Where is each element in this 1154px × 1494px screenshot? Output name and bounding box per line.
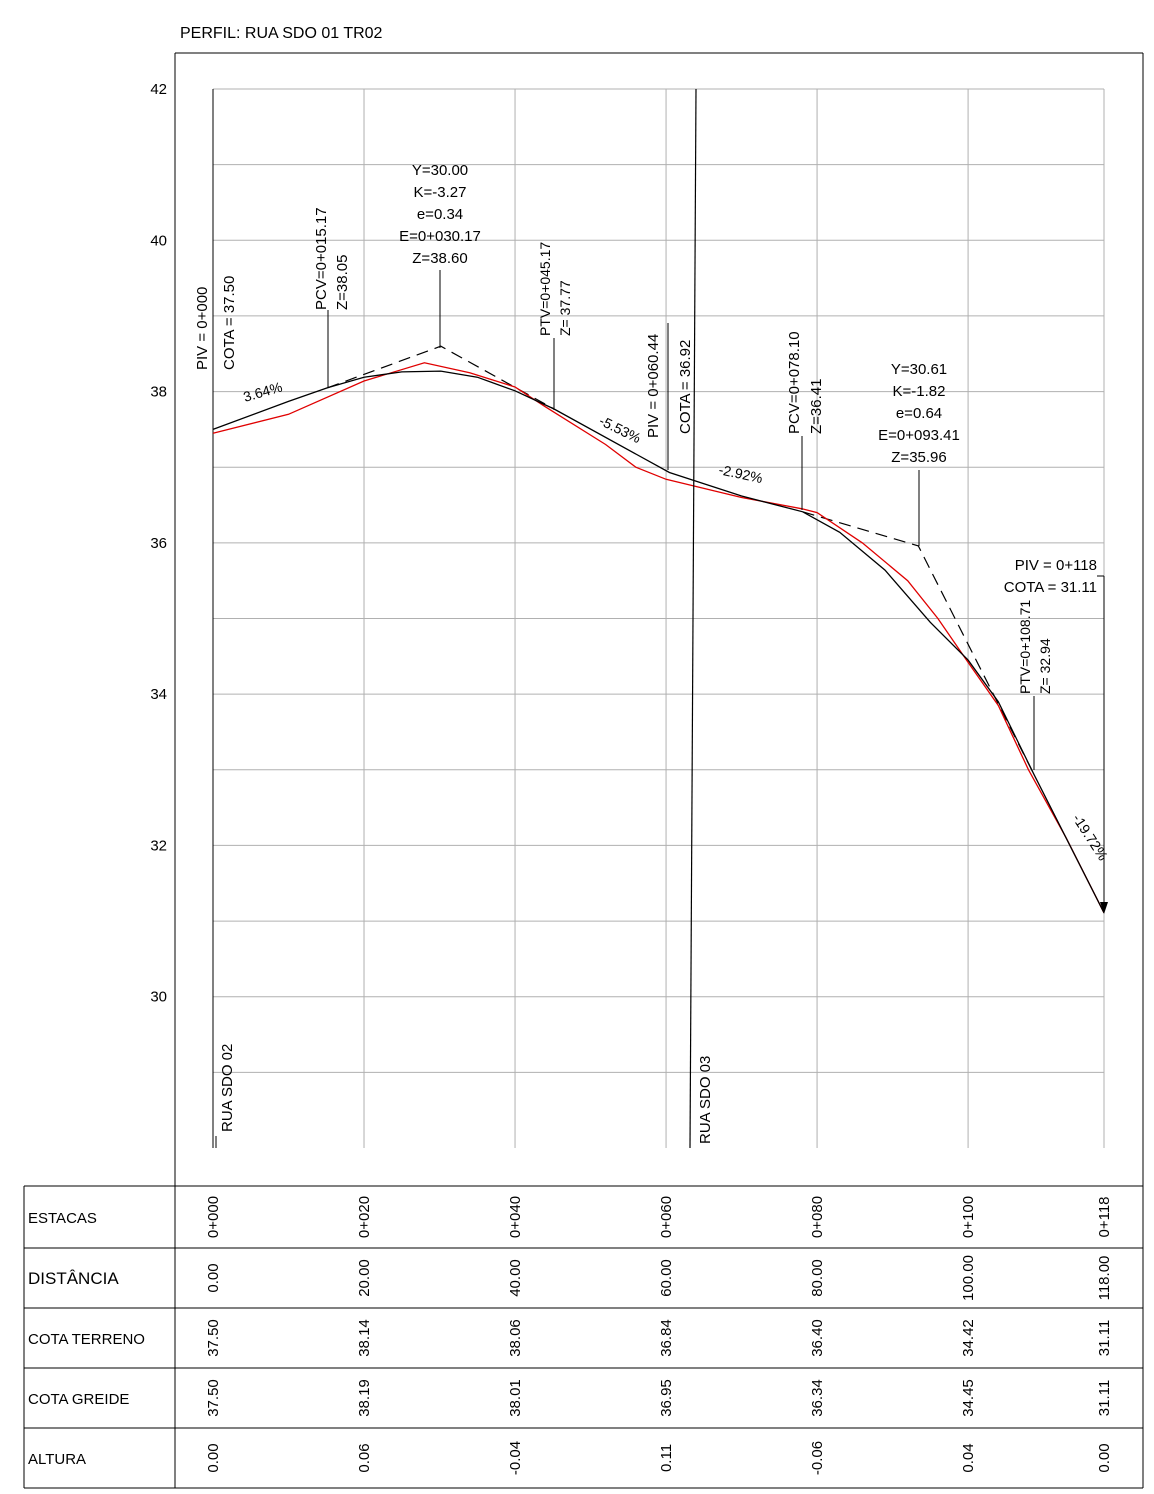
cota-start-label: COTA = 37.50 <box>221 276 238 370</box>
elevation-tick-label: 34 <box>150 686 167 703</box>
ptv2-elevation-label: Z= 32.94 <box>1037 638 1053 694</box>
pcv1-station-label: PCV=0+015.17 <box>313 207 330 310</box>
table-cell-value: 36.95 <box>658 1379 675 1417</box>
pcv2-station-label: PCV=0+078.10 <box>786 331 803 434</box>
table-cell-value: 37.50 <box>205 1379 222 1417</box>
table-cell-value: 38.19 <box>356 1379 373 1417</box>
curve2-info-line: E=0+093.41 <box>878 427 960 444</box>
elevation-tick-label: 36 <box>150 535 167 552</box>
piv-mid-label: PIV = 0+060.44 <box>645 334 662 438</box>
table-cell-value: 0+080 <box>809 1196 826 1238</box>
profile-lines <box>212 345 1105 914</box>
table-cell-value: 36.84 <box>658 1319 675 1357</box>
table-cell-value: 0+000 <box>205 1196 222 1238</box>
table-cell-value: 37.50 <box>205 1319 222 1357</box>
table-cell-value: 31.11 <box>1096 1320 1113 1356</box>
cota-mid-label: COTA = 36.92 <box>677 340 694 434</box>
table-cell-value: 0.06 <box>356 1443 373 1472</box>
table-cell-value: 34.45 <box>960 1379 977 1417</box>
ptv1-station-label: PTV=0+045.17 <box>537 242 553 336</box>
curve1-info-line: K=-3.27 <box>414 184 467 201</box>
table-cell-value: 0.11 <box>658 1444 675 1472</box>
elevation-tick-label: 38 <box>150 384 167 401</box>
vertical-curve-tangent-1 <box>327 345 555 410</box>
pcv1-elevation-label: Z=38.05 <box>334 255 351 310</box>
pcv2-elevation-label: Z=36.41 <box>808 379 825 434</box>
street-label-rua-sdo-02: RUA SDO 02 <box>219 1044 236 1132</box>
table-cell-value: 0.00 <box>205 1443 222 1472</box>
table-cell-value: 38.01 <box>507 1379 524 1417</box>
table-cell-value: 118.00 <box>1096 1256 1113 1301</box>
table-cell-value: -0.04 <box>507 1441 524 1475</box>
table-cell-value: 80.00 <box>809 1259 826 1297</box>
terrain-profile-line <box>212 362 1105 914</box>
curve1-info-line: e=0.34 <box>417 206 463 223</box>
table-cell-value: 0+118 <box>1096 1196 1113 1237</box>
profile-grid <box>212 88 1105 1148</box>
table-row-label: DISTÂNCIA <box>28 1269 119 1288</box>
table-cell-value: 0.00 <box>205 1263 222 1292</box>
table-cell-value: 100.00 <box>960 1255 977 1301</box>
grade-profile-line <box>212 370 1105 914</box>
elevation-tick-label: 40 <box>150 232 167 249</box>
elevation-tick-label: 32 <box>150 837 167 854</box>
drawing-title: PERFIL: RUA SDO 01 TR02 <box>180 25 383 42</box>
piv-end-arrowhead <box>1100 902 1108 914</box>
table-cell-value: 0.00 <box>1096 1443 1113 1472</box>
table-cell-value: -0.06 <box>809 1441 826 1475</box>
ptv1-elevation-label: Z= 37.77 <box>557 280 573 336</box>
table-cell-value: 38.06 <box>507 1319 524 1357</box>
table-cell-value: 0.04 <box>960 1443 977 1472</box>
elevation-tick-label: 42 <box>150 81 167 98</box>
table-cell-value: 0+020 <box>356 1196 373 1238</box>
slope-label-3: -2.92% <box>717 461 764 486</box>
table-cell-value: 0+040 <box>507 1196 524 1238</box>
table-cell-value: 31.11 <box>1096 1380 1113 1416</box>
table-cell-value: 36.34 <box>809 1379 826 1417</box>
table-row-label: COTA TERRENO <box>28 1331 145 1348</box>
table-cell-value: 38.14 <box>356 1319 373 1357</box>
slope-label-1: 3.64% <box>241 379 284 405</box>
table-row-label: ALTURA <box>28 1451 86 1468</box>
vertical-curve-tangent-2 <box>802 511 1035 775</box>
table-row-label: ESTACAS <box>28 1210 97 1227</box>
curve2-info-line: K=-1.82 <box>893 383 946 400</box>
curve1-info-line: Y=30.00 <box>412 162 468 179</box>
street-label-rua-sdo-03: RUA SDO 03 <box>697 1056 714 1144</box>
ptv2-station-label: PTV=0+108.71 <box>1017 600 1033 694</box>
curve1-info-line: E=0+030.17 <box>399 228 481 245</box>
street-crossing-line <box>689 88 697 1149</box>
profile-data-table: ESTACAS 0+000 0+020 0+040 0+060 0+080 0+100 0+1… <box>23 1185 1143 1489</box>
curve2-info-line: Y=30.61 <box>891 361 947 378</box>
piv-start-label: PIV = 0+000 <box>194 287 211 370</box>
table-cell-value: 34.42 <box>960 1319 977 1357</box>
table-cell-value: 0+060 <box>658 1196 675 1238</box>
table-row-label: COTA GREIDE <box>28 1391 129 1408</box>
elevation-tick-label: 30 <box>150 989 167 1006</box>
piv-end-label: PIV = 0+118 <box>1015 557 1097 574</box>
table-cell-value: 40.00 <box>507 1259 524 1297</box>
table-cell-value: 20.00 <box>356 1259 373 1297</box>
table-cell-value: 60.00 <box>658 1259 675 1297</box>
slope-label-2: -5.53% <box>597 412 644 446</box>
cota-end-label: COTA = 31.11 <box>1004 579 1097 596</box>
elevation-axis-labels: 42 40 38 36 34 32 30 <box>150 81 167 1006</box>
curve2-info-line: e=0.64 <box>896 405 942 422</box>
curve1-info-line: Z=38.60 <box>412 250 467 267</box>
table-cell-value: 0+100 <box>960 1196 977 1238</box>
curve2-info-line: Z=35.96 <box>891 449 946 466</box>
table-cell-value: 36.40 <box>809 1319 826 1357</box>
